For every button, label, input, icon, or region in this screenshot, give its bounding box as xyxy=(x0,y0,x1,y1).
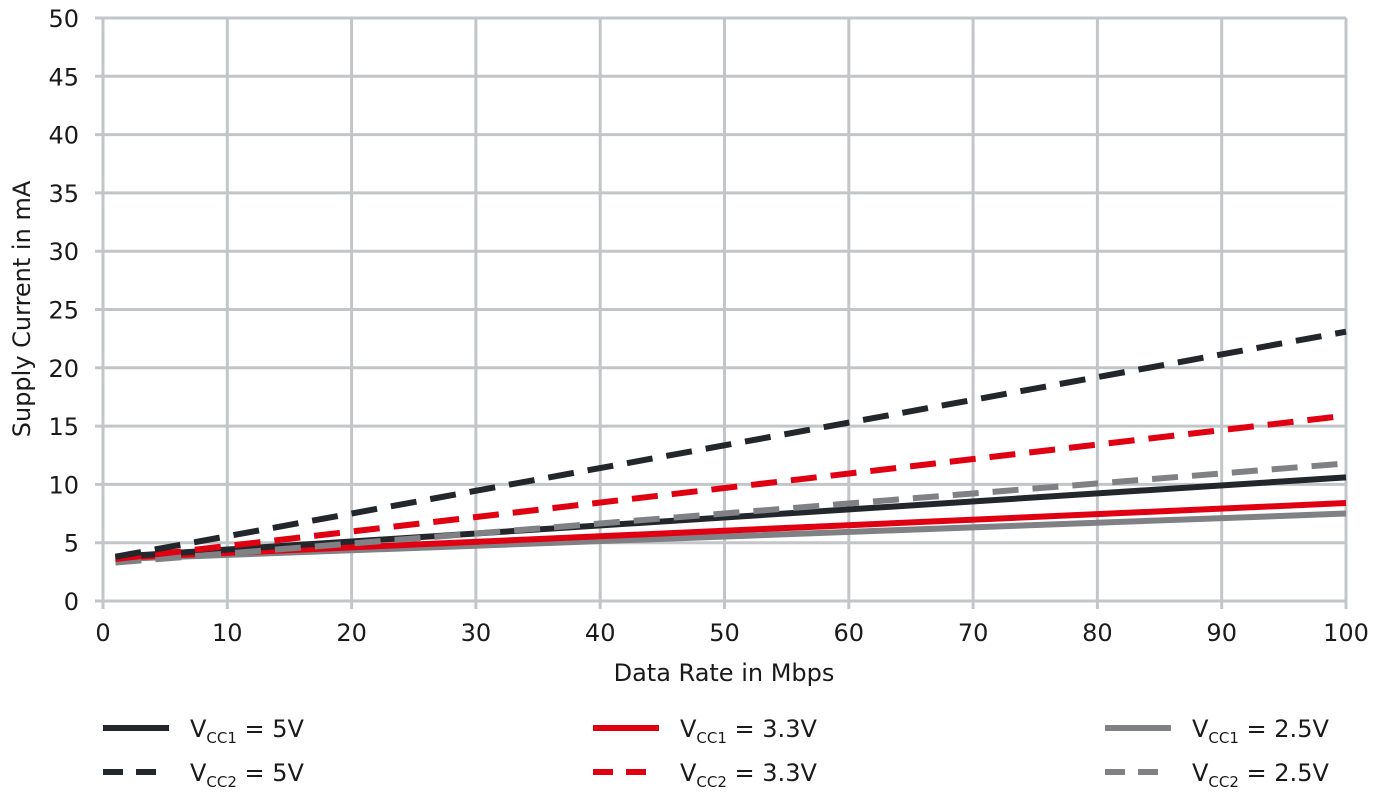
grid xyxy=(95,16,1348,609)
y-tick-label: 0 xyxy=(64,588,79,616)
y-axis-ticks: 0 5 10 15 20 25 30 35 40 45 50 xyxy=(48,5,79,616)
x-tick-label: 0 xyxy=(95,619,110,647)
x-tick-label: 50 xyxy=(709,619,740,647)
y-tick-label: 5 xyxy=(64,530,79,558)
y-tick-label: 20 xyxy=(48,355,79,383)
x-tick-label: 40 xyxy=(585,619,616,647)
y-axis-title: Supply Current in mA xyxy=(8,180,36,437)
y-tick-label: 35 xyxy=(48,180,79,208)
series-line-4 xyxy=(115,412,1347,563)
y-tick-label: 45 xyxy=(48,63,79,91)
legend-label-5: VCC1 = 2.5V xyxy=(1192,715,1329,747)
legend: VCC1 = 5V VCC2 = 5V VCC1 = 3.3V VCC2 = 3.3V… xyxy=(103,715,1329,791)
x-tick-label: 90 xyxy=(1206,619,1237,647)
x-tick-label: 60 xyxy=(834,619,865,647)
x-axis-title: Data Rate in Mbps xyxy=(614,659,835,687)
y-tick-label: 10 xyxy=(48,471,79,499)
x-tick-label: 10 xyxy=(212,619,243,647)
y-tick-label: 40 xyxy=(48,122,79,150)
legend-label-3: VCC1 = 3.3V xyxy=(680,715,817,747)
legend-label-4: VCC2 = 3.3V xyxy=(680,759,817,791)
legend-label-1: VCC1 = 5V xyxy=(190,715,305,747)
x-tick-label: 100 xyxy=(1323,619,1369,647)
x-tick-label: 70 xyxy=(958,619,989,647)
series-line-2 xyxy=(114,328,1347,560)
x-tick-label: 80 xyxy=(1082,619,1113,647)
y-tick-label: 15 xyxy=(48,413,79,441)
x-axis-ticks: 0 10 20 30 40 50 60 70 80 90 100 xyxy=(95,619,1369,647)
x-tick-label: 30 xyxy=(461,619,492,647)
legend-label-2: VCC2 = 5V xyxy=(190,759,305,791)
series-line-6 xyxy=(115,460,1347,566)
legend-label-6: VCC2 = 2.5V xyxy=(1192,759,1329,791)
series-lines xyxy=(114,328,1347,566)
y-tick-label: 30 xyxy=(48,238,79,266)
y-tick-label: 50 xyxy=(48,5,79,33)
x-tick-label: 20 xyxy=(336,619,367,647)
y-tick-label: 25 xyxy=(48,297,79,325)
